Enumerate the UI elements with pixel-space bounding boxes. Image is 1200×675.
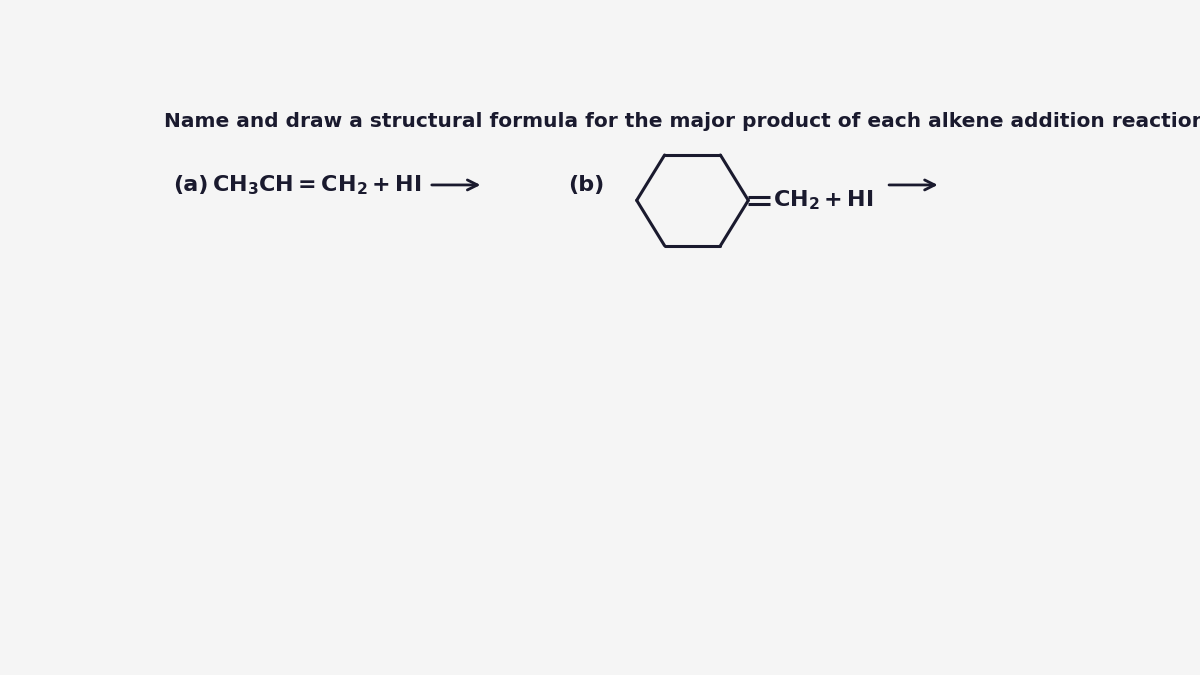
Text: Name and draw a structural formula for the major product of each alkene addition: Name and draw a structural formula for t… (164, 112, 1200, 131)
Text: (a): (a) (173, 175, 209, 195)
Text: $\mathbf{CH_2 + HI}$: $\mathbf{CH_2 + HI}$ (773, 188, 874, 212)
Text: (b): (b) (569, 175, 605, 195)
Text: $\mathbf{CH_3CH{=}CH_2 + HI}$: $\mathbf{CH_3CH{=}CH_2 + HI}$ (212, 173, 421, 196)
